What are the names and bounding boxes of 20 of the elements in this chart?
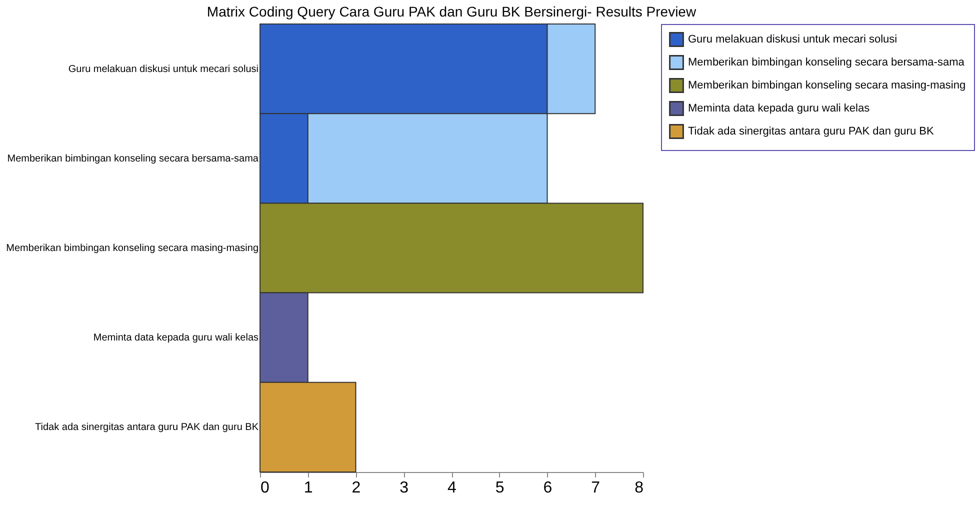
x-tick-label: 4	[448, 480, 457, 496]
x-tick-label: 8	[634, 480, 644, 496]
x-tick-label: 5	[495, 480, 504, 496]
legend-label: Tidak ada sinergitas antara guru PAK dan guru BK	[688, 126, 934, 138]
x-tick-label: 0	[260, 480, 270, 496]
chart-title: Matrix Coding Query Cara Guru PAK dan Guru BK Bersinergi- Results Preview	[206, 4, 697, 20]
y-tick-label: Memberikan bimbingan konseling secara bersama-sama	[7, 153, 259, 164]
y-tick-label: Tidak ada sinergitas antara guru PAK dan guru BK	[35, 422, 259, 434]
legend-label: Memberikan bimbingan konseling secara bersama-sama	[688, 56, 966, 68]
x-tick-label: 1	[304, 480, 313, 496]
y-tick-label: Meminta data kepada guru wali kelas	[93, 332, 258, 344]
legend-label: Memberikan bimbingan konseling secara masing-masing	[688, 80, 966, 92]
legend-label: Meminta data kepada guru wali kelas	[688, 102, 870, 114]
x-tick-label: 7	[591, 480, 600, 496]
y-tick-label: Memberikan bimbingan konseling secara masing-masing	[6, 243, 258, 254]
x-tick-label: 3	[400, 480, 409, 496]
y-tick-label: Guru melakuan diskusi untuk mecari solusi	[68, 64, 258, 75]
x-tick-label: 6	[543, 480, 552, 496]
x-tick-label: 2	[352, 480, 361, 496]
legend-label: Guru melakuan diskusi untuk mecari solusi	[688, 34, 898, 46]
